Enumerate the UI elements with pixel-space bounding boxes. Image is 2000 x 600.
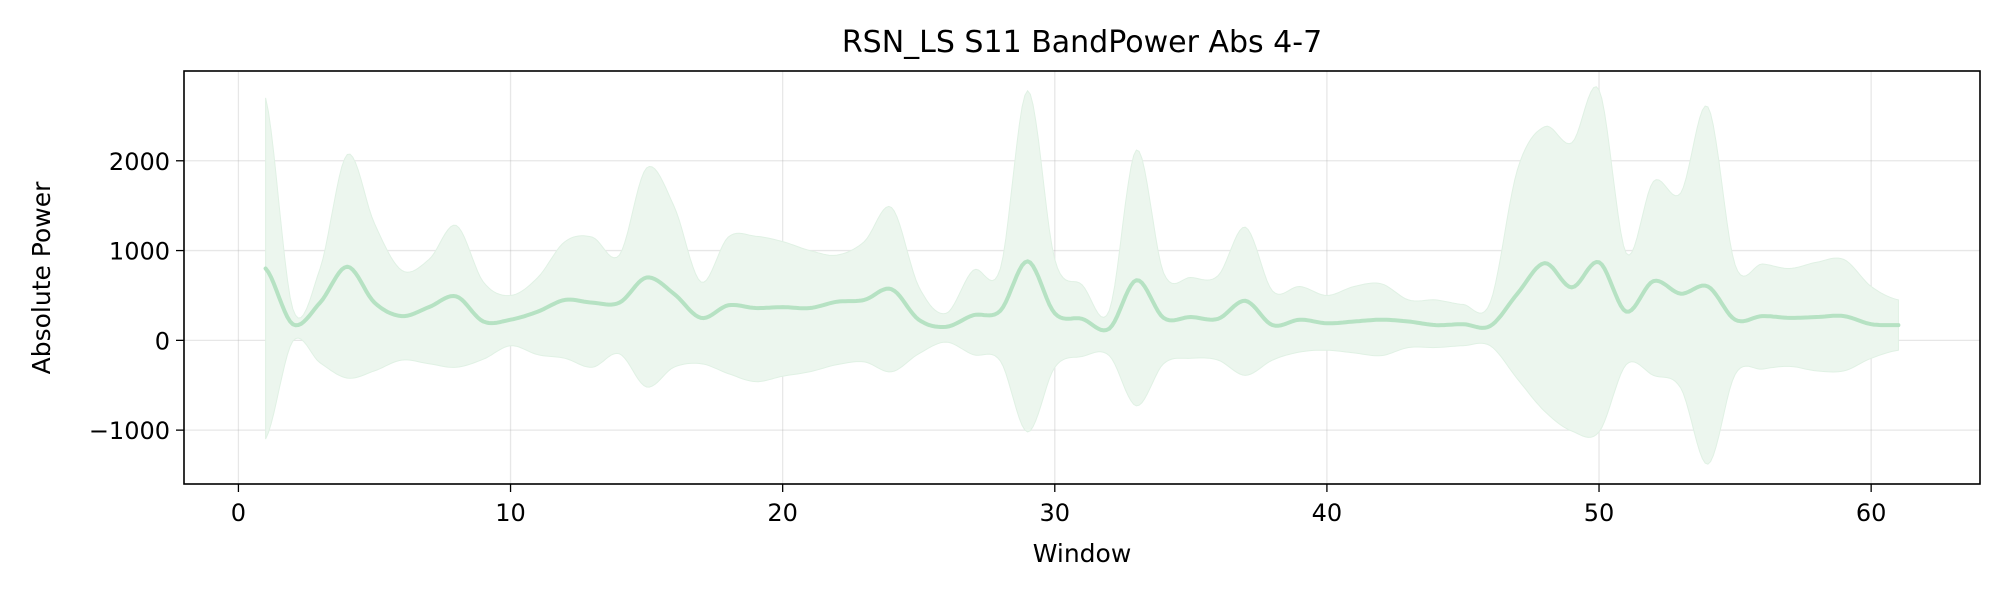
plot-frame xyxy=(183,70,1981,485)
chart-title: RSN_LS S11 BandPower Abs 4-7 xyxy=(842,25,1322,60)
x-tick-label: 50 xyxy=(1584,499,1615,527)
x-tick-label: 10 xyxy=(495,499,526,527)
x-tick-label: 20 xyxy=(767,499,798,527)
x-tick-label: 40 xyxy=(1312,499,1343,527)
x-axis-label: Window xyxy=(1033,539,1132,568)
y-axis: −1000 0 1000 2000 xyxy=(89,148,184,445)
y-tick-label: 0 xyxy=(155,327,170,355)
y-tick-label: −1000 xyxy=(89,417,170,445)
y-tick-label: 1000 xyxy=(109,238,170,266)
std-band xyxy=(265,86,1899,465)
y-tick-label: 2000 xyxy=(109,148,170,176)
x-tick-label: 60 xyxy=(1856,499,1887,527)
y-axis-label: Absolute Power xyxy=(27,181,56,375)
mean-line xyxy=(263,259,1901,333)
x-tick-label: 0 xyxy=(231,499,246,527)
x-axis: 0 10 20 30 40 50 60 xyxy=(231,484,1887,527)
x-tick-label: 30 xyxy=(1040,499,1071,527)
